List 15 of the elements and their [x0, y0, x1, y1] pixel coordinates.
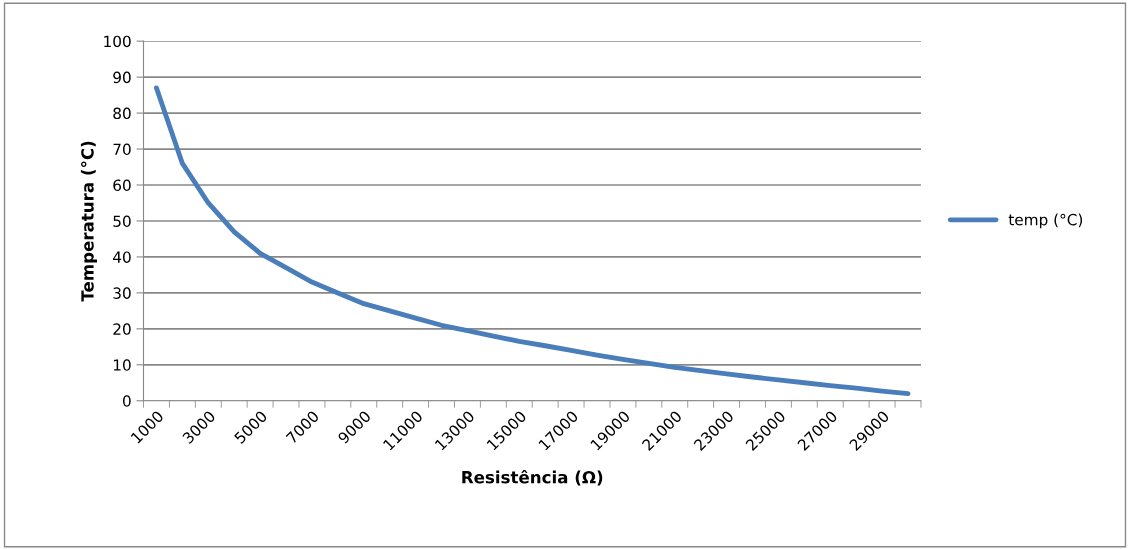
- y-axis-title: Temperatura (°C): [80, 141, 97, 302]
- y-tick-label: 60: [113, 179, 131, 192]
- y-tick-label: 10: [113, 359, 131, 371]
- y-tick-label: 100: [104, 35, 131, 48]
- y-tick-label: 50: [113, 215, 131, 227]
- y-tick-label: 90: [113, 71, 131, 84]
- y-tick-label: 20: [113, 323, 131, 335]
- y-tick-label: 40: [113, 251, 131, 263]
- y-tick-label: 70: [113, 143, 131, 156]
- y-tick-label: 30: [113, 287, 131, 299]
- y-tick-label: 0: [122, 395, 131, 407]
- y-tick-label: 80: [113, 107, 131, 120]
- line-series: [154, 85, 911, 397]
- x-axis-title: Resistência (Ω): [462, 469, 603, 486]
- legend-label: temp (°C): [1008, 213, 1083, 229]
